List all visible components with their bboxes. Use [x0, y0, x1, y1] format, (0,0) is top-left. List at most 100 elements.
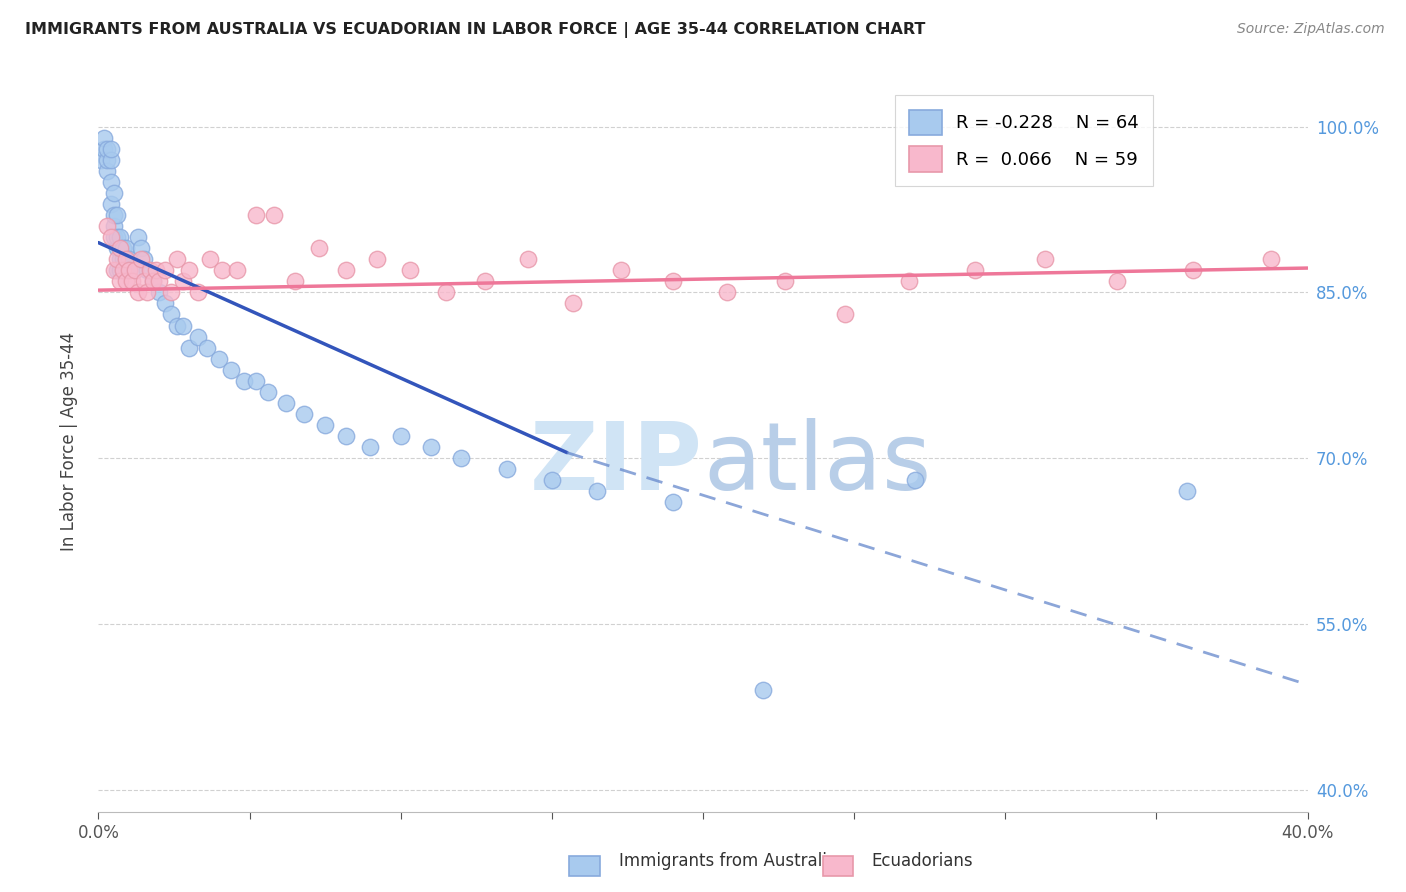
Point [245, 208, 267, 222]
Point [132, 274, 155, 288]
Point [100, 197, 122, 211]
Point [256, 384, 278, 399]
Point [263, 208, 285, 222]
Point [96, 142, 118, 156]
Point [366, 252, 388, 267]
Point [208, 351, 231, 366]
Point [1260, 252, 1282, 267]
Point [389, 429, 412, 443]
Point [1107, 274, 1129, 288]
Y-axis label: In Labor Force | Age 35-44: In Labor Force | Age 35-44 [59, 332, 77, 551]
Point [90, 153, 112, 167]
Point [93, 130, 115, 145]
Point [114, 263, 136, 277]
Point [179, 341, 201, 355]
Point [118, 252, 141, 267]
Point [540, 473, 562, 487]
Point [434, 285, 457, 300]
Point [111, 252, 134, 267]
Point [160, 285, 183, 300]
Point [103, 263, 125, 277]
Point [111, 263, 134, 277]
Point [661, 274, 683, 288]
Point [187, 329, 209, 343]
Point [108, 263, 131, 277]
Point [274, 396, 297, 410]
Point [108, 230, 131, 244]
Point [965, 263, 987, 277]
Text: atlas: atlas [703, 417, 931, 509]
Point [232, 374, 254, 388]
Point [1341, 285, 1364, 300]
Point [284, 274, 307, 288]
Point [108, 241, 131, 255]
Point [111, 263, 134, 277]
Point [398, 263, 420, 277]
Point [127, 230, 149, 244]
Point [166, 252, 188, 267]
Point [145, 263, 167, 277]
Text: Ecuadorians: Ecuadorians [872, 852, 973, 870]
Point [129, 252, 152, 267]
Point [124, 263, 146, 277]
Point [292, 407, 315, 421]
Point [103, 219, 125, 233]
Point [105, 230, 128, 244]
Point [716, 285, 738, 300]
Point [516, 252, 538, 267]
Point [121, 274, 143, 288]
Point [153, 263, 176, 277]
Point [195, 341, 218, 355]
Point [335, 429, 357, 443]
Point [103, 230, 125, 244]
Text: Immigrants from Australia: Immigrants from Australia [619, 852, 837, 870]
Text: ZIP: ZIP [530, 417, 703, 509]
Point [200, 252, 222, 267]
Point [474, 274, 496, 288]
Point [135, 263, 157, 277]
Point [100, 142, 122, 156]
Point [127, 285, 149, 300]
Point [160, 308, 183, 322]
Text: Source: ZipAtlas.com: Source: ZipAtlas.com [1237, 22, 1385, 37]
Point [132, 252, 155, 267]
Point [562, 296, 585, 310]
Point [904, 473, 927, 487]
Point [105, 252, 128, 267]
Point [96, 163, 118, 178]
Point [142, 274, 165, 288]
Point [100, 230, 122, 244]
Point [96, 219, 118, 233]
Point [1181, 263, 1204, 277]
Point [105, 241, 128, 255]
Point [105, 208, 128, 222]
Point [187, 285, 209, 300]
Point [100, 175, 122, 189]
Point [142, 274, 165, 288]
Point [179, 263, 201, 277]
Point [108, 241, 131, 255]
Point [172, 274, 194, 288]
Point [114, 274, 136, 288]
Point [420, 440, 443, 454]
Point [773, 274, 796, 288]
Point [93, 142, 115, 156]
Point [360, 440, 382, 454]
Point [114, 252, 136, 267]
Point [308, 241, 330, 255]
Point [586, 484, 609, 499]
Point [100, 153, 122, 167]
Point [245, 374, 267, 388]
Point [96, 153, 118, 167]
Point [103, 208, 125, 222]
Point [118, 263, 141, 277]
Point [1175, 484, 1198, 499]
Point [897, 274, 920, 288]
Point [105, 263, 128, 277]
Point [661, 495, 683, 509]
Point [139, 263, 162, 277]
Point [221, 362, 243, 376]
Point [129, 241, 152, 255]
Point [335, 263, 357, 277]
Point [172, 318, 194, 333]
